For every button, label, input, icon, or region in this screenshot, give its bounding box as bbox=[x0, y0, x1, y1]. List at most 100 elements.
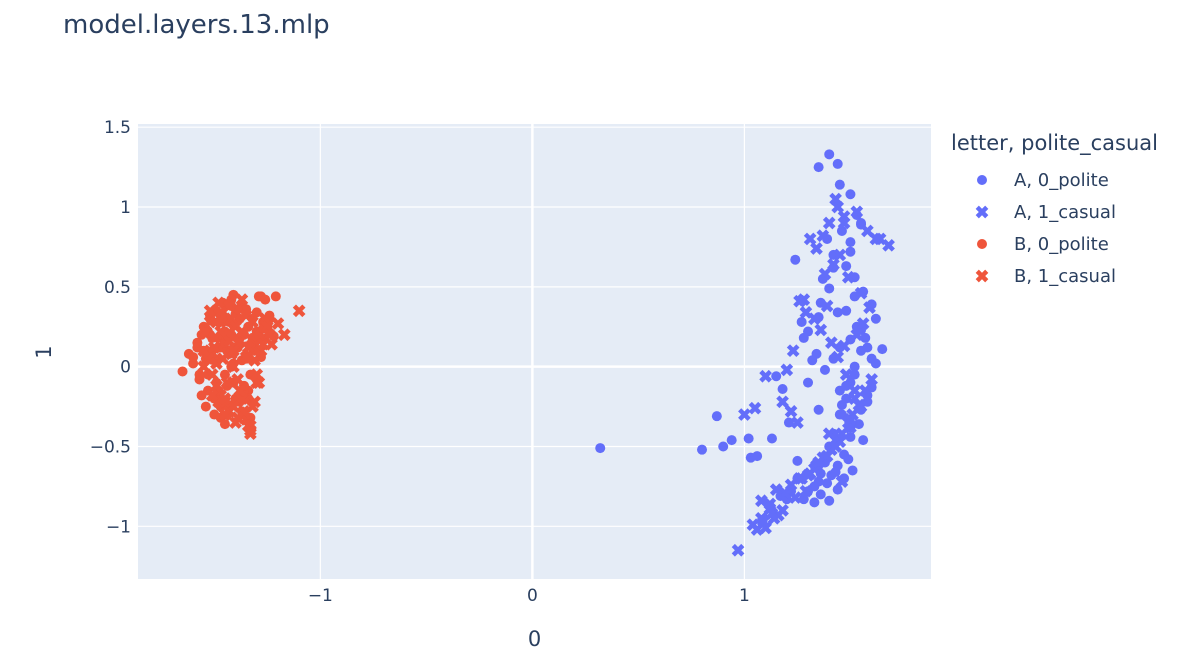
data-point bbox=[244, 424, 257, 437]
data-point bbox=[803, 377, 814, 388]
data-point bbox=[793, 294, 806, 308]
data-point bbox=[812, 456, 825, 469]
legend-item[interactable]: A, 0_polite bbox=[972, 167, 1109, 193]
data-point bbox=[248, 353, 261, 367]
data-point bbox=[807, 355, 818, 366]
data-point bbox=[207, 341, 221, 354]
data-point bbox=[849, 369, 860, 380]
legend-label: A, 1_casual bbox=[1014, 201, 1116, 223]
data-point bbox=[227, 360, 240, 374]
data-point bbox=[791, 416, 804, 429]
data-point bbox=[210, 315, 223, 329]
data-point bbox=[235, 293, 249, 306]
data-point bbox=[822, 478, 833, 489]
data-point bbox=[858, 435, 869, 446]
data-point bbox=[260, 294, 271, 305]
data-point bbox=[824, 149, 835, 160]
data-point bbox=[786, 344, 800, 358]
data-point bbox=[870, 313, 881, 324]
data-point bbox=[783, 417, 794, 428]
data-point bbox=[231, 411, 244, 425]
data-point bbox=[277, 328, 291, 342]
data-point bbox=[177, 366, 188, 377]
data-point bbox=[832, 484, 843, 495]
data-point bbox=[822, 216, 836, 230]
data-point bbox=[197, 344, 211, 358]
data-point bbox=[836, 225, 847, 236]
data-point bbox=[246, 315, 259, 329]
data-point bbox=[222, 334, 236, 348]
data-point bbox=[813, 162, 824, 173]
legend-title: letter, polite_casual bbox=[951, 131, 1158, 155]
data-point bbox=[220, 376, 234, 389]
data-point bbox=[810, 242, 823, 255]
data-point bbox=[832, 307, 843, 318]
data-point bbox=[809, 497, 820, 508]
data-point bbox=[219, 369, 230, 380]
data-point bbox=[258, 312, 272, 326]
data-point bbox=[814, 323, 828, 337]
data-point bbox=[815, 489, 826, 500]
data-point bbox=[833, 248, 847, 262]
data-point bbox=[820, 299, 834, 313]
legend-item[interactable]: B, 1_casual bbox=[972, 263, 1116, 289]
data-point bbox=[803, 232, 817, 246]
data-point bbox=[780, 363, 794, 377]
data-point bbox=[776, 504, 789, 517]
data-point bbox=[818, 267, 832, 281]
data-point bbox=[862, 342, 873, 353]
legend-label: A, 0_polite bbox=[1014, 169, 1109, 191]
data-point bbox=[738, 408, 751, 421]
data-point bbox=[752, 451, 763, 462]
x-axis-label: 0 bbox=[528, 627, 541, 651]
data-point bbox=[825, 336, 838, 350]
data-point bbox=[839, 368, 853, 381]
legend-item[interactable]: A, 1_casual bbox=[972, 199, 1116, 225]
data-points bbox=[177, 149, 895, 557]
y-tick-label: 0 bbox=[120, 358, 131, 378]
data-point bbox=[784, 405, 798, 418]
legend-label: B, 0_polite bbox=[1014, 233, 1109, 255]
data-point bbox=[766, 433, 777, 444]
data-point bbox=[271, 317, 285, 330]
grid-lines bbox=[138, 124, 931, 579]
series-4 bbox=[197, 293, 306, 441]
data-point bbox=[224, 312, 238, 326]
legend-item[interactable]: B, 0_polite bbox=[972, 231, 1109, 257]
data-point bbox=[861, 224, 874, 238]
data-point bbox=[824, 495, 835, 506]
data-point bbox=[212, 296, 225, 310]
data-point bbox=[218, 392, 232, 405]
x-marker-icon bbox=[975, 269, 989, 283]
x-tick-label: −1 bbox=[308, 586, 333, 606]
data-point bbox=[841, 270, 855, 284]
data-point bbox=[769, 483, 783, 496]
y-tick-label: 1 bbox=[120, 198, 131, 218]
data-point bbox=[188, 352, 199, 363]
data-point bbox=[595, 443, 606, 454]
data-point bbox=[743, 433, 754, 444]
data-point bbox=[194, 369, 205, 380]
data-point bbox=[235, 325, 249, 338]
data-point bbox=[801, 468, 815, 482]
data-point bbox=[877, 344, 888, 355]
data-point bbox=[205, 368, 219, 381]
data-point bbox=[853, 419, 864, 430]
series-2 bbox=[731, 192, 895, 557]
data-point bbox=[241, 341, 255, 354]
data-point bbox=[830, 467, 841, 478]
data-point bbox=[860, 332, 871, 343]
data-point bbox=[227, 400, 240, 413]
data-point bbox=[748, 401, 762, 415]
data-point bbox=[292, 304, 306, 318]
data-point bbox=[847, 465, 858, 476]
data-point bbox=[822, 427, 836, 441]
data-point bbox=[771, 371, 782, 382]
legend-label: B, 1_casual bbox=[1014, 265, 1116, 287]
data-point bbox=[219, 419, 230, 430]
data-point bbox=[252, 376, 266, 389]
data-point bbox=[837, 339, 851, 353]
y-tick-label: 0.5 bbox=[104, 278, 131, 298]
data-point bbox=[205, 389, 219, 402]
